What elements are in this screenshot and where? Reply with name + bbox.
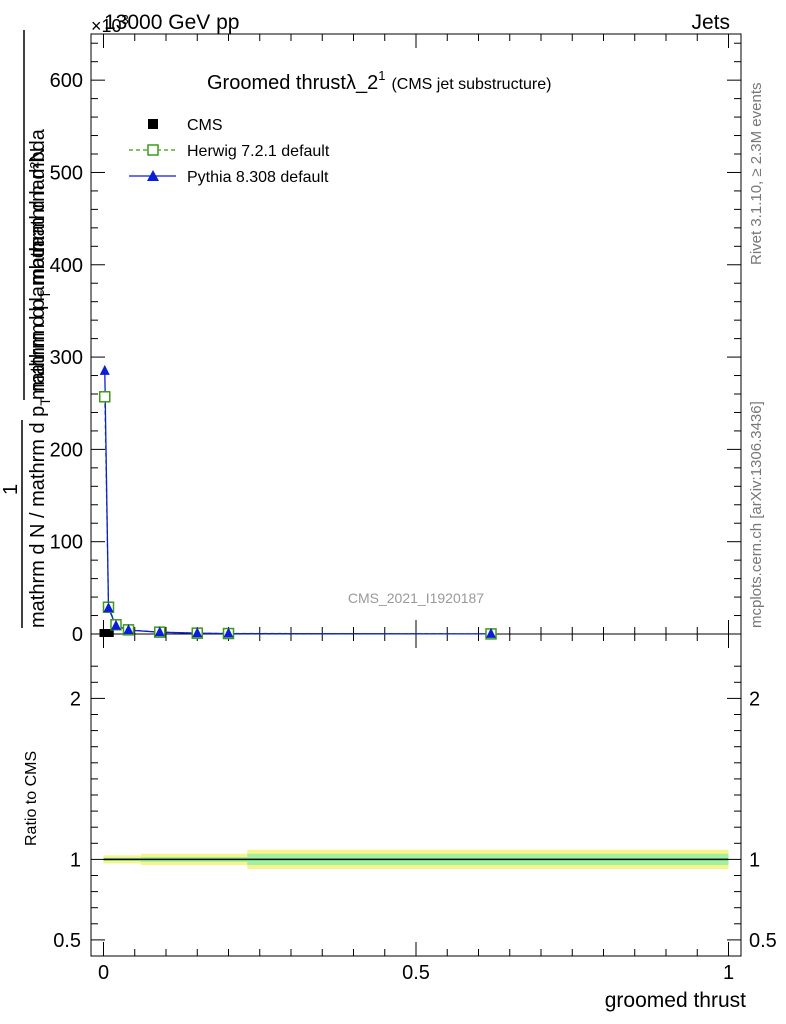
y-ticks-main: 0 100 200 300 400 500 600	[50, 42, 741, 646]
y-tick-label: 200	[50, 439, 83, 461]
pythia-point	[486, 627, 496, 638]
ratio-plot-frame	[90, 633, 742, 957]
y-tick-label: 0	[72, 624, 83, 646]
plot-title: Groomed thrustλ_21(CMS jet substructure)	[207, 68, 551, 94]
y-tick-label: 100	[50, 532, 83, 554]
cms-point	[105, 629, 114, 637]
ratio-y-tick-label-left: 0.5	[53, 930, 81, 952]
process-label: Jets	[691, 11, 730, 34]
pythia-point	[103, 602, 114, 613]
y-label-inner-den: mathrm d pT mathrm d lambda	[27, 128, 53, 400]
legend-label-pythia: Pythia 8.308 default	[187, 169, 329, 186]
ratio-y-tick-label-left: 1	[70, 849, 81, 871]
series-markers	[99, 364, 497, 640]
legend-marker-pythia	[147, 170, 159, 181]
pythia-point	[99, 364, 110, 375]
y-tick-label: 300	[50, 347, 83, 369]
ratio-bands	[103, 849, 729, 870]
pythia-point	[123, 624, 134, 635]
cms-point	[99, 629, 108, 637]
x-tick-label: 1	[723, 962, 734, 984]
y-tick-label: 600	[50, 70, 83, 92]
pythia-point	[154, 626, 165, 637]
x-tick-label: 0.5	[402, 962, 430, 984]
pythia-point	[192, 627, 203, 638]
x-ticks: 0 0.5 1	[98, 34, 734, 984]
y-tick-label: 500	[50, 162, 83, 184]
y-tick-label: 400	[50, 255, 83, 277]
legend-label-cms: CMS	[187, 117, 223, 134]
x-axis-label: groomed thrust	[605, 989, 746, 1012]
mcplots-label: mcplots.cern.ch [arXiv:1306.3436]	[748, 401, 765, 628]
exponent-label: ×103	[91, 12, 129, 36]
legend-marker-cms	[148, 119, 158, 129]
ratio-y-tick-label-left: 2	[70, 688, 81, 710]
energy-label: 13000 GeV pp	[104, 11, 239, 34]
pythia-point	[223, 627, 234, 638]
y-label-one: 1	[0, 484, 22, 495]
y-ticks-ratio: 0.5 0.5 1 1 2 2	[53, 665, 777, 952]
ratio-y-tick-label-right: 0.5	[749, 930, 777, 952]
y-axis-label-main: mathrm d²N mathrm d pT mathrm d lambda 1…	[0, 30, 53, 628]
rivet-label: Rivet 3.1.10, ≥ 2.3M events	[748, 83, 765, 266]
legend: CMS Herwig 7.2.1 default Pythia 8.308 de…	[129, 117, 330, 186]
legend-label-herwig: Herwig 7.2.1 default	[187, 143, 330, 160]
y-axis-label-ratio: Ratio to CMS	[23, 751, 40, 846]
y-label-numerator: mathrm d²N	[27, 147, 49, 253]
ratio-y-tick-label-right: 1	[749, 849, 760, 871]
y-label-denominator: mathrm d N / mathrm d pT mathrm d lambda	[27, 235, 53, 628]
x-tick-label: 0	[98, 962, 109, 984]
legend-marker-herwig	[147, 144, 159, 156]
pythia-point	[111, 619, 121, 630]
ratio-y-tick-label-right: 2	[749, 688, 760, 710]
analysis-id: CMS_2021_I1920187	[348, 590, 484, 606]
herwig-point	[99, 391, 111, 403]
